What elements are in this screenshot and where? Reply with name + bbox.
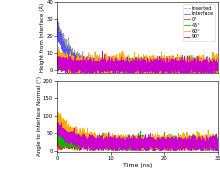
Line: 60°: 60° xyxy=(57,47,218,80)
45° xyxy=(56,58,59,60)
Interface xyxy=(216,70,219,72)
90° xyxy=(196,56,199,58)
Line: 0°: 0° xyxy=(57,54,218,77)
0° xyxy=(125,60,127,62)
Interface xyxy=(213,66,216,68)
45° xyxy=(84,61,86,64)
0° xyxy=(117,62,120,64)
0° xyxy=(174,76,176,78)
45° xyxy=(97,77,100,79)
45° xyxy=(181,54,184,56)
90° xyxy=(216,62,219,64)
Inserted xyxy=(164,75,167,77)
Inserted xyxy=(74,59,77,61)
60° xyxy=(74,60,77,62)
60° xyxy=(57,46,60,48)
Interface xyxy=(196,67,199,69)
Interface xyxy=(117,62,120,65)
Line: 90°: 90° xyxy=(57,51,218,78)
90° xyxy=(213,67,216,69)
60° xyxy=(125,64,127,67)
0° xyxy=(196,59,199,61)
Inserted xyxy=(56,19,59,22)
Line: 45°: 45° xyxy=(57,55,218,78)
60° xyxy=(84,67,86,69)
Inserted xyxy=(216,65,219,67)
Interface xyxy=(125,72,127,74)
Interface xyxy=(56,20,59,23)
45° xyxy=(196,62,199,64)
Inserted xyxy=(125,65,127,67)
Line: Interface: Interface xyxy=(57,22,218,78)
90° xyxy=(84,65,86,67)
Interface xyxy=(84,73,86,75)
90° xyxy=(117,67,120,69)
Interface xyxy=(56,33,59,35)
Line: Inserted: Inserted xyxy=(57,18,218,76)
Y-axis label: Angle to Interface Normal (°): Angle to Interface Normal (°) xyxy=(37,76,42,156)
90° xyxy=(56,61,59,63)
0° xyxy=(213,65,216,67)
60° xyxy=(194,79,197,81)
Inserted xyxy=(117,72,120,74)
60° xyxy=(56,50,59,52)
Interface xyxy=(74,56,77,58)
0° xyxy=(56,67,59,69)
45° xyxy=(74,60,77,62)
90° xyxy=(125,63,127,65)
Interface xyxy=(151,77,154,79)
Inserted xyxy=(56,17,59,19)
0° xyxy=(74,64,77,66)
45° xyxy=(125,65,127,67)
60° xyxy=(196,62,199,64)
0° xyxy=(84,65,86,67)
0° xyxy=(216,62,219,64)
Inserted xyxy=(84,60,86,62)
0° xyxy=(104,53,106,55)
X-axis label: Time (ns): Time (ns) xyxy=(123,163,152,168)
45° xyxy=(213,62,216,64)
90° xyxy=(74,62,77,64)
90° xyxy=(86,77,88,79)
60° xyxy=(117,64,120,66)
Inserted xyxy=(196,60,199,62)
Legend: Inserted, Interface, 0°, 45°, 60°, 90°: Inserted, Interface, 0°, 45°, 60°, 90° xyxy=(183,4,215,41)
Inserted xyxy=(213,62,216,65)
60° xyxy=(213,68,216,70)
45° xyxy=(117,67,120,69)
Y-axis label: Height from Interface (Å): Height from Interface (Å) xyxy=(39,3,45,72)
45° xyxy=(216,68,219,70)
90° xyxy=(101,50,104,52)
60° xyxy=(216,65,219,67)
